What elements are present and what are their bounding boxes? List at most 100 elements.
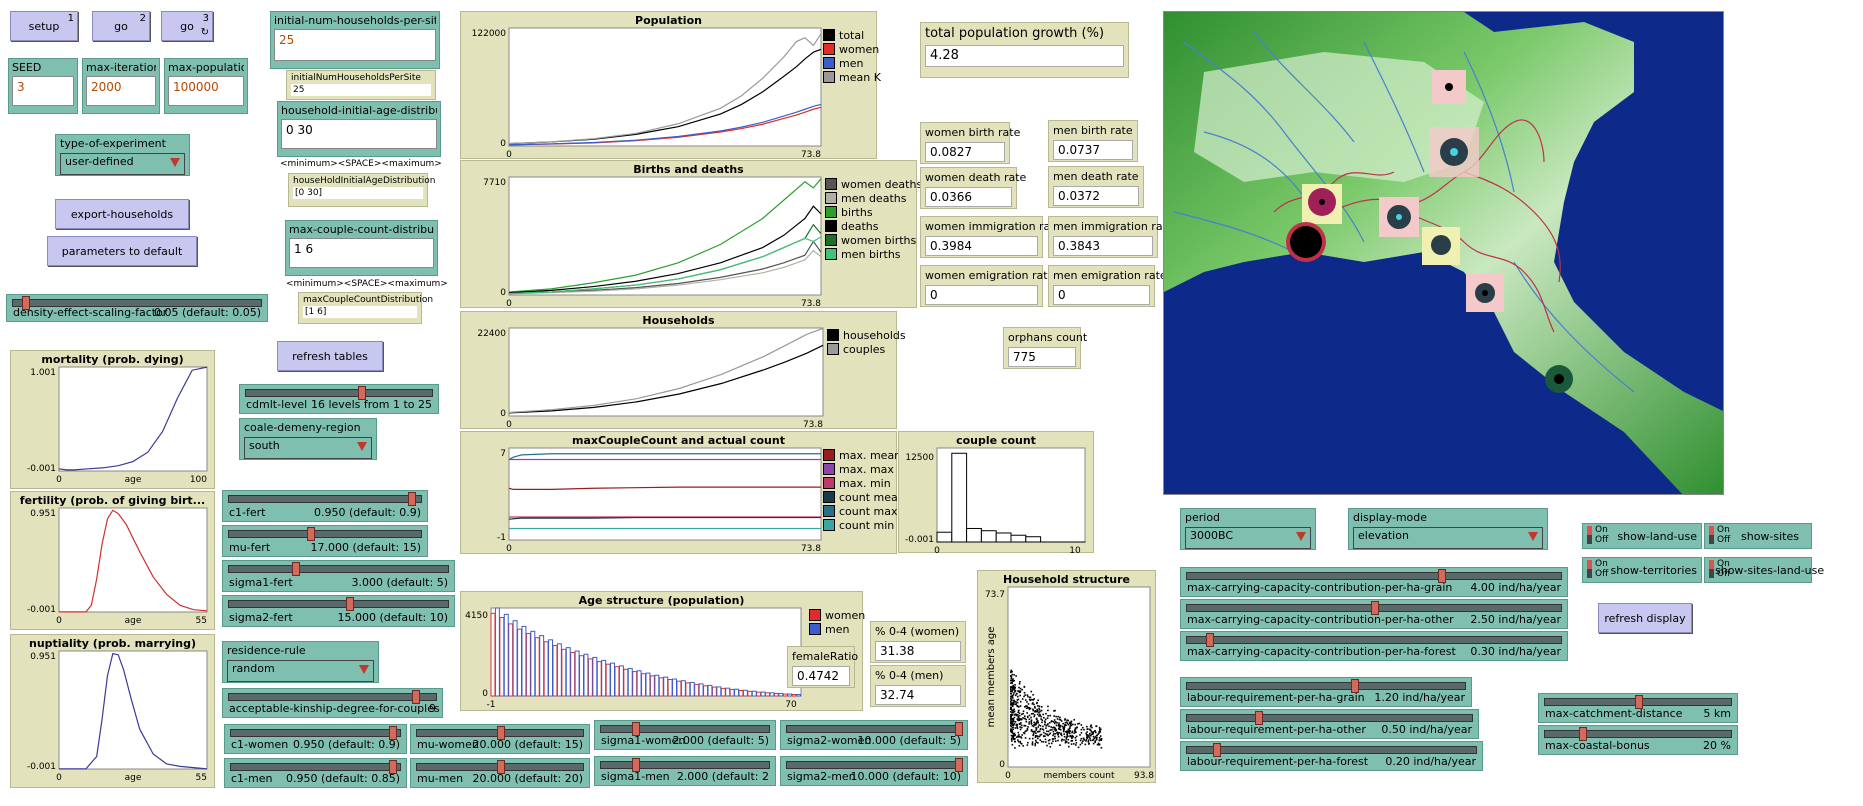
slider-track[interactable] <box>12 296 262 310</box>
export-households-button[interactable]: export-households <box>55 199 189 229</box>
show-land-use-switch[interactable]: On Off show-land-use <box>1582 523 1702 549</box>
cdmlt-level-slider[interactable]: cdmlt-level 16 levels from 1 to 25 <box>239 384 439 414</box>
couple-distribution-value[interactable]: 1 6 <box>289 238 434 268</box>
mu-women-slider[interactable]: mu-women 20.000 (default: 15) <box>410 724 590 754</box>
age-distribution-value[interactable]: 0 30 <box>281 119 437 149</box>
slider-track[interactable] <box>416 726 584 740</box>
slider-track[interactable] <box>228 690 437 704</box>
mu-fert-slider[interactable]: mu-fert 17.000 (default: 15) <box>222 525 428 557</box>
mu-men-slider[interactable]: mu-men 20.000 (default: 20) <box>410 758 590 788</box>
slider-thumb[interactable] <box>408 492 417 506</box>
toggle-switch-icon[interactable]: On Off <box>1587 559 1608 581</box>
labour-other-slider[interactable]: labour-requirement-per-ha-other 0.50 ind/… <box>1180 709 1479 739</box>
slider-track[interactable] <box>600 722 770 736</box>
c1-fert-slider[interactable]: c1-fert 0.950 (default: 0.9) <box>222 490 428 522</box>
slider-thumb[interactable] <box>631 758 640 772</box>
slider-thumb[interactable] <box>22 296 31 310</box>
seed-value[interactable]: 3 <box>12 76 74 106</box>
refresh-display-button[interactable]: refresh display <box>1598 603 1692 633</box>
slider-track[interactable] <box>1186 633 1562 647</box>
slider-track[interactable] <box>416 760 584 774</box>
age-distribution-input[interactable]: household-initial-age-distribution 0 30 <box>277 101 441 157</box>
slider-track[interactable] <box>228 597 449 611</box>
slider-thumb[interactable] <box>1438 569 1447 583</box>
sigma1-men-slider[interactable]: sigma1-men 2.000 (default: 2 <box>594 756 776 786</box>
seed-input[interactable]: SEED 3 <box>8 58 78 114</box>
slider-track[interactable] <box>228 527 422 541</box>
toggle-switch-icon[interactable]: On Off <box>1587 525 1611 547</box>
slider-thumb[interactable] <box>1350 679 1359 693</box>
slider-track[interactable] <box>600 758 770 772</box>
sigma2-women-slider[interactable]: sigma2-women 10.000 (default: 5) <box>780 720 968 750</box>
type-of-experiment-chooser[interactable]: type-of-experiment user-defined <box>55 134 190 176</box>
slider-thumb[interactable] <box>1635 695 1643 709</box>
slider-track[interactable] <box>245 386 433 400</box>
labour-grain-slider[interactable]: labour-requirement-per-ha-grain 1.20 ind/… <box>1180 677 1472 707</box>
slider-track[interactable] <box>1186 743 1477 757</box>
initial-households-value[interactable]: 25 <box>274 29 436 61</box>
coale-demeny-region-select[interactable]: south <box>244 437 372 459</box>
c1-men-slider[interactable]: c1-men 0.950 (default: 0.85) <box>224 758 407 788</box>
go-forever-button[interactable]: go 3 ↻ <box>161 11 213 41</box>
period-chooser[interactable]: period 3000BC <box>1180 508 1316 550</box>
sigma1-fert-slider[interactable]: sigma1-fert 3.000 (default: 5) <box>222 560 455 592</box>
show-sites-land-use-switch[interactable]: On Off show-sites-land-use <box>1704 557 1824 583</box>
density-effect-slider[interactable]: density-effect-scaling-factor 0.05 (defau… <box>6 294 268 322</box>
slider-thumb[interactable] <box>412 690 421 704</box>
kinship-degree-slider[interactable]: acceptable-kinship-degree-for-couples 9 <box>222 688 443 718</box>
max-coastal-bonus-slider[interactable]: max-coastal-bonus 20 % <box>1538 725 1738 755</box>
slider-thumb[interactable] <box>388 760 397 774</box>
max-catchment-distance-slider[interactable]: max-catchment-distance 5 km <box>1538 693 1738 723</box>
slider-track[interactable] <box>230 760 401 774</box>
toggle-switch-icon[interactable]: On Off <box>1709 525 1735 547</box>
residence-rule-select[interactable]: random <box>227 660 374 682</box>
show-sites-switch[interactable]: On Off show-sites <box>1704 523 1812 549</box>
sigma2-fert-slider[interactable]: sigma2-fert 15.000 (default: 10) <box>222 595 455 627</box>
slider-thumb[interactable] <box>954 758 963 772</box>
max-population-value[interactable]: 100000 <box>168 76 244 106</box>
residence-rule-chooser[interactable]: residence-rule random <box>222 641 379 683</box>
max-iterations-input[interactable]: max-iterations 2000 <box>82 58 160 114</box>
max-population-input[interactable]: max-population 100000 <box>164 58 248 114</box>
parameters-to-default-button[interactable]: parameters to default <box>47 236 197 266</box>
slider-track[interactable] <box>1186 711 1473 725</box>
slider-thumb[interactable] <box>497 760 505 774</box>
setup-button[interactable]: setup 1 <box>10 11 78 41</box>
refresh-tables-button[interactable]: refresh tables <box>277 341 383 371</box>
slider-thumb[interactable] <box>631 722 640 736</box>
slider-thumb[interactable] <box>291 562 300 576</box>
slider-track[interactable] <box>786 722 963 736</box>
slider-thumb[interactable] <box>306 527 315 541</box>
slider-thumb[interactable] <box>954 722 963 736</box>
slider-track[interactable] <box>228 562 449 576</box>
slider-track[interactable] <box>786 758 963 772</box>
slider-track[interactable] <box>1186 679 1466 693</box>
display-mode-select[interactable]: elevation <box>1353 527 1543 549</box>
coale-demeny-region-chooser[interactable]: coale-demeny-region south <box>239 418 377 460</box>
show-territories-switch[interactable]: On Off show-territories <box>1582 557 1702 583</box>
initial-households-input[interactable]: initial-num-households-per-site 25 <box>270 11 440 69</box>
slider-track[interactable] <box>230 726 401 740</box>
c1-women-slider[interactable]: c1-women 0.950 (default: 0.9) <box>224 724 407 754</box>
slider-track[interactable] <box>1544 695 1732 709</box>
slider-thumb[interactable] <box>1206 633 1215 647</box>
sigma2-men-slider[interactable]: sigma2-men 10.000 (default: 10) <box>780 756 968 786</box>
world-view[interactable] <box>1163 11 1724 495</box>
slider-thumb[interactable] <box>388 726 397 740</box>
slider-thumb[interactable] <box>1579 727 1588 741</box>
slider-thumb[interactable] <box>1212 743 1221 757</box>
slider-thumb[interactable] <box>497 726 505 740</box>
go-once-button[interactable]: go 2 <box>92 11 150 41</box>
sigma1-women-slider[interactable]: sigma1-women 2.000 (default: 5) <box>594 720 776 750</box>
type-of-experiment-select[interactable]: user-defined <box>60 153 185 175</box>
slider-thumb[interactable] <box>346 597 355 611</box>
slider-track[interactable] <box>1186 601 1562 615</box>
labour-forest-slider[interactable]: labour-requirement-per-ha-forest 0.20 ind… <box>1180 741 1483 771</box>
cc-other-slider[interactable]: max-carrying-capacity-contribution-per-h… <box>1180 599 1568 629</box>
cc-forest-slider[interactable]: max-carrying-capacity-contribution-per-h… <box>1180 631 1568 661</box>
cc-grain-slider[interactable]: max-carrying-capacity-contribution-per-h… <box>1180 567 1568 597</box>
slider-thumb[interactable] <box>1255 711 1264 725</box>
max-iterations-value[interactable]: 2000 <box>86 76 156 106</box>
slider-track[interactable] <box>228 492 422 506</box>
slider-track[interactable] <box>1186 569 1562 583</box>
